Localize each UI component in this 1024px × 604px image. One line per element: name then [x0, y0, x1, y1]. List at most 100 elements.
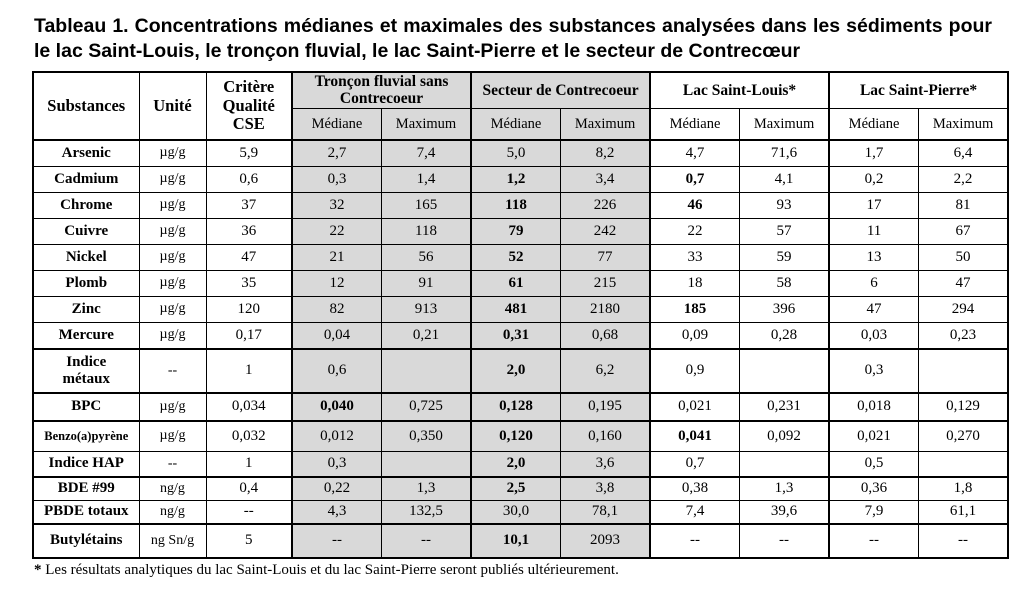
value-cell: 2180: [560, 295, 651, 323]
value-cell: --: [649, 522, 741, 559]
value-cell: 0,21: [381, 321, 472, 350]
table-row: Mercure µg/g 0,17 0,04 0,21 0,31 0,68 0,09 0,28 0…: [32, 321, 1009, 350]
value-cell: 78,1: [560, 499, 651, 525]
value-cell: 33: [649, 243, 741, 271]
value-cell: 4,3: [291, 499, 382, 525]
value-cell: 481: [470, 295, 562, 323]
unit-cell: µg/g: [138, 138, 207, 167]
value-cell: 0,128: [470, 391, 562, 422]
value-cell: 0,7: [649, 165, 741, 193]
criterion-cell: 1: [205, 450, 293, 478]
table-row: Indice HAP -- 1 0,3 2,0 3,6 0,7 0,5: [32, 450, 1009, 478]
value-cell: 5,0: [470, 138, 562, 167]
value-cell: --: [291, 522, 382, 559]
table-row: Nickel µg/g 47 21 56 52 77 33 59 13 50: [32, 243, 1009, 271]
unit-cell: µg/g: [138, 321, 207, 350]
criterion-cell: 0,034: [205, 391, 293, 422]
value-cell: 132,5: [381, 499, 472, 525]
value-cell: 0,6: [291, 347, 382, 394]
header-group-0: Tronçon fluvial sans Contrecoeur: [290, 71, 472, 109]
subheader-maximum-1: Maximum: [560, 107, 651, 141]
value-cell: 1,2: [470, 165, 562, 193]
value-cell: [739, 450, 830, 478]
value-cell: 6,4: [918, 138, 1009, 167]
table-header: Substances Unité Critère Qualité CSE Tro…: [32, 71, 1009, 141]
value-cell: 0,040: [291, 391, 382, 422]
value-cell: 12: [291, 269, 382, 297]
unit-cell: µg/g: [138, 165, 207, 193]
unit-cell: ng/g: [138, 475, 207, 501]
header-group-2: Lac Saint-Louis*: [649, 71, 830, 109]
criterion-cell: 0,032: [205, 419, 293, 452]
value-cell: 0,9: [649, 347, 741, 394]
unit-cell: ng Sn/g: [138, 522, 207, 559]
value-cell: 0,270: [918, 419, 1009, 452]
criterion-cell: 0,6: [205, 165, 293, 193]
value-cell: 1,3: [739, 475, 830, 501]
value-cell: 3,8: [560, 475, 651, 501]
substance-cell: Indice HAP: [32, 450, 140, 478]
value-cell: [739, 347, 830, 394]
subheader-maximum-3: Maximum: [918, 107, 1009, 141]
unit-cell: µg/g: [138, 391, 207, 422]
value-cell: 913: [381, 295, 472, 323]
value-cell: 39,6: [739, 499, 830, 525]
value-cell: 0,725: [381, 391, 472, 422]
value-cell: 91: [381, 269, 472, 297]
table-row: Cadmium µg/g 0,6 0,3 1,4 1,2 3,4 0,7 4,1 0,2 2,2: [32, 165, 1009, 193]
criterion-cell: 35: [205, 269, 293, 297]
unit-cell: --: [138, 347, 207, 394]
table-row: BDE #99 ng/g 0,4 0,22 1,3 2,5 3,8 0,38 1,3 0,36 1,…: [32, 475, 1009, 501]
criterion-cell: 0,4: [205, 475, 293, 501]
value-cell: 59: [739, 243, 830, 271]
value-cell: 0,09: [649, 321, 741, 350]
table-row: Indice métaux -- 1 0,6 2,0 6,2 0,9 0,3: [32, 347, 1009, 394]
substance-cell: Cadmium: [32, 165, 140, 193]
value-cell: 3,6: [560, 450, 651, 478]
criterion-cell: 47: [205, 243, 293, 271]
value-cell: 0,231: [739, 391, 830, 422]
value-cell: 294: [918, 295, 1009, 323]
value-cell: 81: [918, 191, 1009, 219]
value-cell: 396: [739, 295, 830, 323]
substance-cell: Cuivre: [32, 217, 140, 245]
subheader-median-0: Médiane: [291, 107, 382, 141]
value-cell: 13: [828, 243, 920, 271]
value-cell: 118: [381, 217, 472, 245]
value-cell: 0,129: [918, 391, 1009, 422]
header-group-3: Lac Saint-Pierre*: [828, 71, 1009, 109]
subheader-maximum-0: Maximum: [381, 107, 472, 141]
value-cell: 1,8: [918, 475, 1009, 501]
value-cell: 0,36: [828, 475, 920, 501]
substance-cell: Mercure: [32, 321, 140, 350]
value-cell: --: [381, 522, 472, 559]
value-cell: 71,6: [739, 138, 830, 167]
value-cell: 2,2: [918, 165, 1009, 193]
value-cell: [381, 450, 472, 478]
value-cell: 2,0: [470, 450, 562, 478]
criterion-cell: 0,17: [205, 321, 293, 350]
value-cell: 6: [828, 269, 920, 297]
table-row: Chrome µg/g 37 32 165 118 226 46 93 17 81: [32, 191, 1009, 219]
criterion-cell: 37: [205, 191, 293, 219]
value-cell: 2,7: [291, 138, 382, 167]
value-cell: --: [739, 522, 830, 559]
table-row: Plomb µg/g 35 12 91 61 215 18 58 6 47: [32, 269, 1009, 297]
subheader-median-1: Médiane: [470, 107, 562, 141]
value-cell: 52: [470, 243, 562, 271]
value-cell: 0,7: [649, 450, 741, 478]
value-cell: 0,28: [739, 321, 830, 350]
value-cell: 0,195: [560, 391, 651, 422]
unit-cell: µg/g: [138, 191, 207, 219]
value-cell: 50: [918, 243, 1009, 271]
substance-cell: Plomb: [32, 269, 140, 297]
value-cell: 57: [739, 217, 830, 245]
criterion-cell: 36: [205, 217, 293, 245]
substance-cell: Nickel: [32, 243, 140, 271]
value-cell: 30,0: [470, 499, 562, 525]
value-cell: 47: [918, 269, 1009, 297]
substance-cell: Chrome: [32, 191, 140, 219]
header-sub-row: Médiane Maximum Médiane Maximum Médiane Maxim…: [33, 107, 1009, 141]
substance-cell: Arsenic: [32, 138, 140, 167]
substance-cell: BPC: [32, 391, 140, 422]
